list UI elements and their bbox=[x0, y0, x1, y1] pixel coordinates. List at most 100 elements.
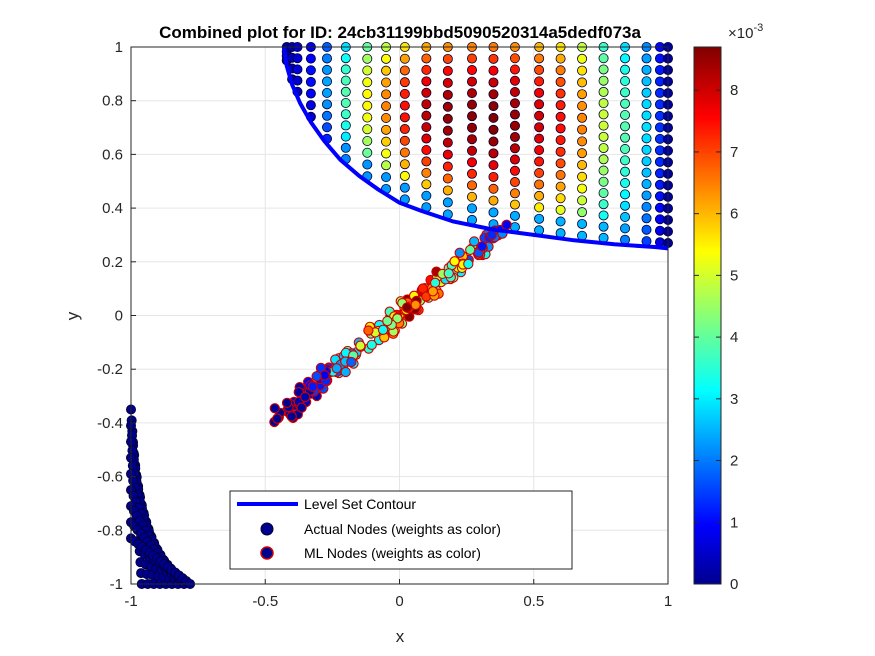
ml-node-point bbox=[377, 324, 389, 335]
actual-node-point bbox=[466, 88, 477, 99]
actual-node-point bbox=[577, 218, 588, 229]
colorbar-tick-label: 8 bbox=[730, 82, 738, 99]
actual-node-point bbox=[442, 185, 453, 196]
actual-node-point bbox=[577, 124, 588, 135]
colorbar-tick-label: 6 bbox=[730, 206, 738, 223]
ml-node-point bbox=[363, 325, 374, 336]
y-tick-label: 0.6 bbox=[102, 146, 123, 163]
actual-node-point bbox=[340, 98, 351, 109]
actual-node-point bbox=[577, 136, 588, 147]
actual-node-point bbox=[534, 122, 545, 133]
actual-node-point bbox=[421, 110, 432, 121]
actual-node-point bbox=[362, 77, 373, 88]
actual-node-point bbox=[488, 65, 499, 76]
actual-node-point bbox=[362, 100, 373, 111]
actual-node-point bbox=[488, 148, 499, 159]
actual-node-point bbox=[381, 172, 392, 183]
actual-node-point bbox=[509, 177, 520, 188]
actual-node-point bbox=[598, 109, 609, 120]
actual-node-point bbox=[509, 87, 520, 98]
actual-node-point bbox=[381, 77, 392, 88]
actual-node-point bbox=[534, 145, 545, 156]
actual-node-point bbox=[641, 53, 652, 64]
ml-node-point bbox=[346, 356, 357, 368]
actual-node-point bbox=[620, 87, 631, 98]
actual-node-point bbox=[488, 136, 499, 147]
actual-node-point bbox=[340, 86, 351, 97]
actual-node-point bbox=[641, 76, 652, 87]
actual-node-point bbox=[421, 144, 432, 155]
actual-node-point bbox=[598, 53, 609, 64]
actual-node-point bbox=[488, 89, 499, 100]
ml-node-point bbox=[429, 277, 441, 288]
actual-node-point bbox=[641, 224, 652, 235]
actual-node-point bbox=[362, 159, 373, 170]
ml-node-point bbox=[331, 363, 342, 374]
actual-node-point bbox=[534, 202, 545, 213]
actual-node-point bbox=[509, 53, 520, 64]
actual-node-point bbox=[555, 53, 566, 64]
y-tick-label: 0.4 bbox=[102, 200, 123, 217]
y-tick-label: -0.2 bbox=[97, 361, 123, 378]
actual-node-point bbox=[534, 168, 545, 179]
actual-node-point bbox=[442, 173, 453, 184]
actual-node-point bbox=[509, 154, 520, 165]
actual-node-point bbox=[362, 89, 373, 100]
actual-node-point bbox=[466, 168, 477, 179]
ml-node-point bbox=[463, 258, 474, 270]
colorbar-tick-label: 2 bbox=[730, 453, 738, 470]
actual-node-point bbox=[399, 88, 410, 99]
y-tick-label: 0.8 bbox=[102, 93, 123, 110]
ml-node-point bbox=[501, 219, 512, 230]
x-tick-label: -0.5 bbox=[252, 593, 278, 610]
actual-node-point bbox=[488, 171, 499, 182]
colorbar-exponent: ×10-3 bbox=[728, 22, 763, 42]
ml-node-point bbox=[454, 247, 465, 258]
actual-node-point bbox=[322, 53, 333, 64]
actual-node-point bbox=[421, 133, 432, 144]
actual-node-point bbox=[509, 188, 520, 199]
actual-node-point bbox=[466, 99, 477, 110]
actual-node-point bbox=[598, 75, 609, 86]
actual-node-point bbox=[534, 87, 545, 98]
actual-node-point bbox=[641, 190, 652, 201]
actual-node-point bbox=[534, 190, 545, 201]
actual-node-point bbox=[399, 53, 410, 64]
actual-node-point bbox=[362, 124, 373, 135]
actual-node-point bbox=[442, 101, 453, 112]
actual-node-point bbox=[509, 199, 520, 210]
axis-ticks: -1 -0.5 0 0.5 1 -1 -0.8 -0.6 -0.4 -0.2 0 0.2 0.4 0.6 0… bbox=[97, 39, 672, 610]
actual-node-point bbox=[620, 155, 631, 166]
actual-node-point bbox=[488, 195, 499, 206]
actual-node-point bbox=[620, 98, 631, 109]
actual-node-point bbox=[292, 75, 303, 86]
actual-node-point bbox=[362, 112, 373, 123]
actual-node-point bbox=[421, 87, 432, 98]
actual-node-point bbox=[555, 111, 566, 122]
legend-actual-swatch bbox=[260, 522, 274, 536]
actual-node-point bbox=[577, 171, 588, 182]
actual-node-point bbox=[362, 53, 373, 64]
actual-node-point bbox=[641, 133, 652, 144]
actual-node-point bbox=[598, 199, 609, 210]
actual-node-point bbox=[555, 88, 566, 99]
actual-node-point bbox=[641, 179, 652, 190]
actual-node-point bbox=[421, 64, 432, 75]
actual-node-point bbox=[488, 77, 499, 88]
ml-node-point bbox=[427, 286, 439, 297]
actual-node-point bbox=[305, 88, 316, 99]
actual-node-point bbox=[509, 165, 520, 176]
actual-node-point bbox=[577, 100, 588, 111]
actual-node-point bbox=[399, 159, 410, 170]
chart-title: Combined plot for ID: 24cb31199bbd509052… bbox=[159, 23, 641, 42]
level-set-contour-line bbox=[282, 46, 669, 251]
actual-node-point bbox=[340, 53, 351, 64]
actual-node-point bbox=[598, 64, 609, 75]
actual-node-point bbox=[534, 99, 545, 110]
actual-node-point bbox=[555, 181, 566, 192]
actual-node-point bbox=[534, 76, 545, 87]
actual-node-point bbox=[442, 125, 453, 136]
actual-node-point bbox=[577, 89, 588, 100]
actual-node-point bbox=[620, 144, 631, 155]
actual-node-point bbox=[399, 170, 410, 181]
